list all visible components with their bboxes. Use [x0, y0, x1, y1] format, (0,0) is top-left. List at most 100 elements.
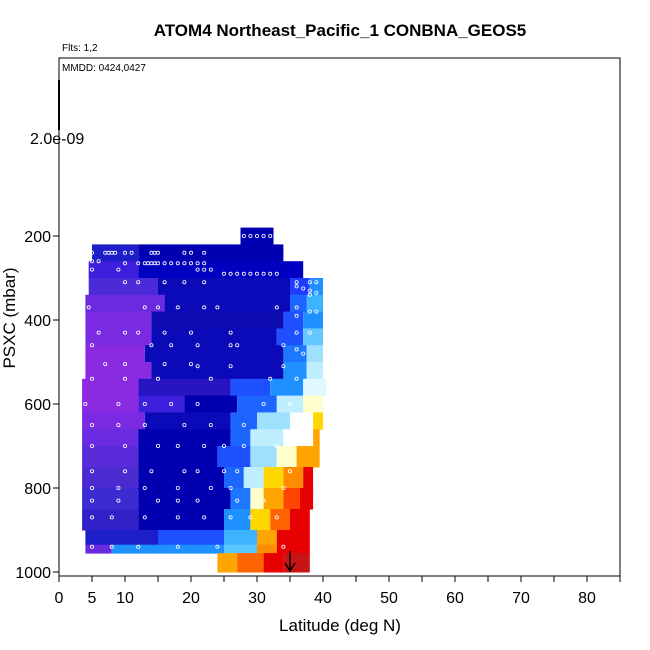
heatmap-cell — [82, 378, 139, 397]
sample-point — [155, 376, 160, 381]
sample-point — [123, 280, 128, 285]
sample-point — [202, 305, 207, 310]
sample-point — [182, 280, 187, 285]
sample-point — [155, 305, 160, 310]
heatmap-cell — [138, 395, 185, 413]
sample-point — [90, 259, 95, 264]
sample-point — [116, 485, 121, 490]
y-axis-label: PSXC (mbar) — [0, 267, 19, 368]
sample-point — [228, 515, 233, 520]
sample-point — [90, 343, 95, 348]
sample-point — [162, 261, 167, 266]
sample-point — [248, 515, 253, 520]
x-tick-label: 70 — [512, 590, 530, 607]
sample-point — [294, 280, 299, 285]
sample-point — [228, 343, 233, 348]
heatmap-cell — [230, 378, 271, 397]
heatmap-cell — [283, 467, 304, 489]
heatmap-cell — [313, 412, 323, 430]
heatmap-cell — [85, 530, 158, 546]
heatmap-cell — [306, 294, 323, 313]
sample-point — [195, 498, 200, 503]
heatmap-cell — [243, 467, 264, 489]
heatmap-cell — [250, 429, 284, 447]
heatmap-cell — [276, 395, 304, 413]
sample-point — [123, 261, 128, 266]
sample-point — [83, 401, 88, 406]
sample-point — [116, 267, 121, 272]
heatmap-cell — [138, 467, 224, 489]
x-tick-label: 0 — [55, 590, 64, 607]
sample-point — [136, 544, 141, 549]
heatmap-cell — [85, 311, 152, 329]
heatmap-cell — [88, 261, 139, 279]
sample-point — [235, 240, 240, 245]
sample-point — [182, 261, 187, 266]
sample-point — [268, 233, 273, 238]
sample-point — [142, 422, 147, 427]
heatmap-cell — [224, 467, 244, 489]
sample-point — [235, 498, 240, 503]
heatmap-cell — [111, 544, 224, 554]
heatmap-cell — [151, 311, 284, 329]
heatmap-cell — [224, 544, 257, 554]
heatmap-cell — [303, 328, 323, 346]
sample-point — [169, 343, 174, 348]
heatmap-cell — [82, 509, 139, 531]
heatmap-cell — [158, 278, 290, 296]
heatmap-cell — [151, 362, 284, 380]
heatmap-cell — [313, 429, 320, 447]
x-tick-label: 5 — [88, 590, 97, 607]
heatmap-cell — [303, 311, 323, 329]
sample-point — [281, 364, 286, 369]
heatmap-cell — [230, 429, 251, 447]
heatmap-cell — [82, 395, 139, 413]
sample-point — [188, 362, 193, 367]
x-tick-label: 20 — [182, 590, 200, 607]
sample-point — [248, 271, 253, 276]
sample-point — [188, 261, 193, 266]
sample-point — [90, 422, 95, 427]
sample-point — [248, 233, 253, 238]
sample-point — [123, 362, 128, 367]
sample-point — [175, 544, 180, 549]
sample-point — [235, 469, 240, 474]
heatmap-cell — [158, 530, 224, 546]
sample-point — [241, 443, 246, 448]
sample-point — [109, 515, 114, 520]
sample-point — [155, 443, 160, 448]
heatmap-cell — [283, 429, 314, 447]
sample-point — [228, 330, 233, 335]
heatmap-cell — [138, 509, 224, 531]
heatmap-cell — [82, 412, 145, 430]
sample-point — [96, 330, 101, 335]
sample-point — [202, 515, 207, 520]
sample-point — [109, 544, 114, 549]
arrow-head — [284, 562, 296, 573]
y-tick-label: 400 — [24, 313, 51, 330]
sample-point — [182, 250, 187, 255]
sample-point — [294, 330, 299, 335]
heatmap-cell — [296, 446, 320, 468]
sample-point — [90, 443, 95, 448]
heatmap-cell — [138, 429, 231, 447]
sample-point — [202, 250, 207, 255]
heatmap-cell — [290, 294, 307, 313]
heatmap-cell — [283, 553, 310, 573]
heatmap-cell — [257, 530, 277, 546]
sample-point — [90, 267, 95, 272]
heatmap-cell — [85, 544, 112, 554]
heatmap-cell — [138, 446, 218, 468]
sample-point — [261, 498, 266, 503]
sample-point — [175, 515, 180, 520]
sample-point — [281, 485, 286, 490]
sample-point — [287, 401, 292, 406]
sample-point — [215, 305, 220, 310]
sample-points — [83, 233, 319, 549]
sample-point — [123, 443, 128, 448]
sample-point — [202, 267, 207, 272]
sample-point — [268, 376, 273, 381]
heatmap-cell — [217, 446, 251, 468]
sample-point — [155, 250, 160, 255]
